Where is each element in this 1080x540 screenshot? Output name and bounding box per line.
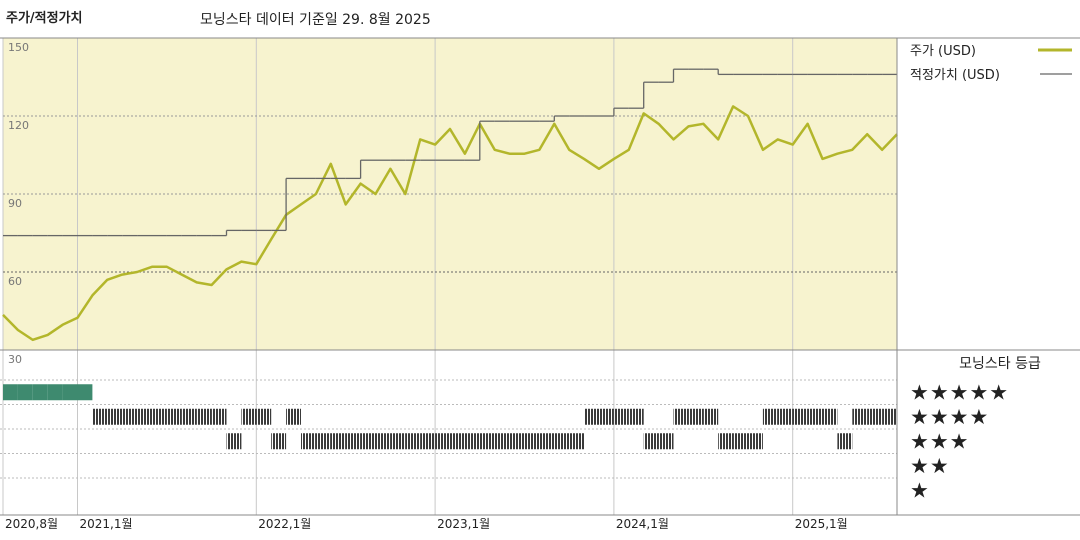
- rating-bar: [271, 433, 287, 450]
- rating-bar: [628, 408, 644, 425]
- rating-bar: [420, 433, 436, 450]
- rating-bar: [539, 433, 555, 450]
- rating-bar: [479, 433, 495, 450]
- rating-title: 모닝스타 등급: [959, 356, 1041, 372]
- rating-bar: [77, 384, 93, 401]
- rating-bar: [822, 408, 838, 425]
- rating-bar: [241, 408, 257, 425]
- rating-bar: [494, 433, 510, 450]
- rating-bar: [867, 408, 883, 425]
- x-tick-label: 2021,1월: [80, 517, 133, 531]
- rating-bar: [390, 433, 406, 450]
- rating-bar: [166, 408, 182, 425]
- rating-bar: [613, 408, 629, 425]
- rating-bar: [226, 433, 242, 450]
- rating-bar: [286, 408, 301, 425]
- rating-bar: [152, 408, 167, 425]
- rating-bar: [703, 408, 719, 425]
- rating-level-label: ★★★★★: [910, 380, 1009, 404]
- rating-bar: [852, 408, 868, 425]
- y-tick-label: 120: [8, 119, 29, 132]
- plot-background: [3, 38, 897, 350]
- y-tick-label: 30: [8, 353, 22, 366]
- x-tick-label: 2023,1월: [437, 517, 490, 531]
- y-tick-label: 150: [8, 41, 29, 54]
- price-line: [2, 105, 898, 342]
- rating-bar: [345, 433, 361, 450]
- rating-bar: [122, 408, 138, 425]
- rating-bar: [748, 433, 763, 450]
- rating-bar: [777, 408, 793, 425]
- rating-bar: [882, 408, 897, 425]
- rating-level-label: ★: [910, 478, 930, 502]
- rating-bar: [718, 433, 734, 450]
- rating-bar: [688, 408, 704, 425]
- x-tick-label: 2025,1월: [795, 517, 848, 531]
- rating-bar: [196, 408, 212, 425]
- plot-layer: 2020,8월 2021,1월 2022,1월 2023,1월 2024,1월 2025,…: [0, 38, 1072, 531]
- rating-bar: [643, 433, 659, 450]
- rating-level-label: ★★★★: [910, 405, 989, 429]
- rating-bar: [181, 408, 197, 425]
- y-tick-label: 90: [8, 197, 22, 210]
- rating-bar: [62, 384, 78, 401]
- rating-bar: [17, 384, 33, 401]
- rating-bar: [733, 433, 748, 450]
- rating-bar: [599, 408, 614, 425]
- rating-bar: [837, 433, 853, 450]
- rating-bar: [3, 384, 18, 401]
- y-tick-label: 60: [8, 275, 22, 288]
- rating-bar: [405, 433, 421, 450]
- rating-bar: [584, 408, 599, 425]
- rating-bar: [107, 408, 123, 425]
- rating-bar: [137, 408, 152, 425]
- legend-label: 주가 (USD): [910, 44, 976, 59]
- legend-label: 적정가치 (USD): [910, 68, 1000, 83]
- rating-bar: [792, 408, 808, 425]
- x-tick-label: 2022,1월: [258, 517, 311, 531]
- chart-subtitle: 모닝스타 데이터 기준일 29. 8월 2025: [200, 12, 431, 28]
- rating-bar: [509, 433, 525, 450]
- rating-bar: [658, 433, 674, 450]
- rating-bar: [47, 384, 63, 401]
- rating-bar: [807, 408, 823, 425]
- rating-bar: [673, 408, 689, 425]
- rating-bar: [554, 433, 570, 450]
- rating-level-label: ★★★: [910, 429, 969, 453]
- rating-bar: [330, 433, 346, 450]
- rating-bar: [435, 433, 450, 450]
- rating-bar: [32, 384, 48, 401]
- rating-level-label: ★★: [910, 454, 950, 478]
- rating-bar: [450, 433, 465, 450]
- x-tick-label: 2020,8월: [5, 517, 58, 531]
- chart-title: 주가/적정가치: [6, 10, 83, 26]
- rating-bar: [315, 433, 331, 450]
- rating-bar: [92, 408, 108, 425]
- x-tick-label: 2024,1월: [616, 517, 669, 531]
- rating-bar: [762, 408, 778, 425]
- rating-bar: [464, 433, 480, 450]
- rating-bar: [256, 408, 272, 425]
- rating-bar: [524, 433, 540, 450]
- rating-bar: [211, 408, 227, 425]
- rating-bar: [301, 433, 316, 450]
- rating-bar: [360, 433, 376, 450]
- rating-bar: [569, 433, 585, 450]
- rating-bar: [375, 433, 391, 450]
